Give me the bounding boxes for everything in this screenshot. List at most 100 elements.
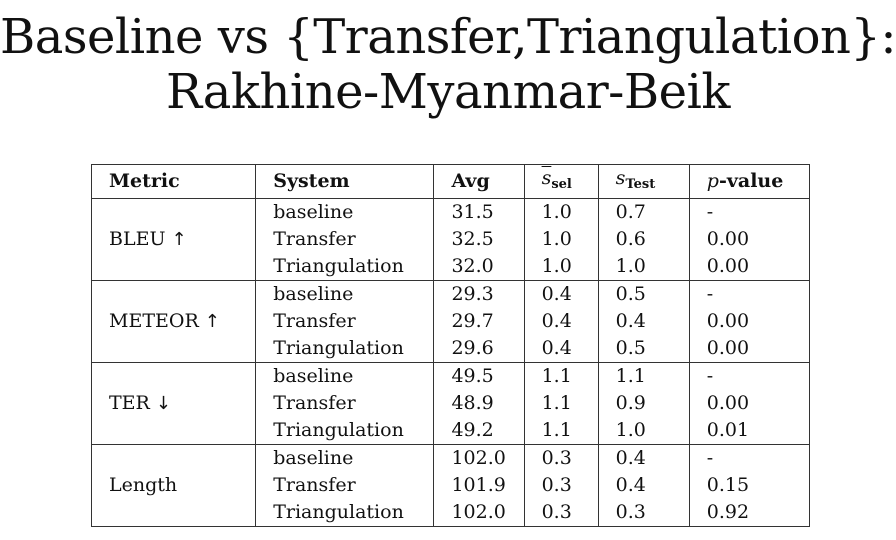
metric-name: Length [109, 474, 178, 496]
s-test-cell: 0.4 [597, 308, 690, 335]
table-row: Triangulation 32.0 1.0 1.0 0.00 [92, 253, 811, 281]
s-test-cell: 0.3 [597, 499, 690, 527]
s-sel-cell: 0.3 [523, 499, 599, 527]
results-table: Metric System Avg ssel sTest p-value BLE… [90, 164, 811, 527]
p-value-cell: - [688, 198, 811, 226]
s-sel-cell: 0.4 [523, 308, 599, 335]
s-sel-cell: 0.3 [523, 472, 599, 499]
p-value-cell: - [688, 362, 811, 390]
s-sel-cell: 1.1 [523, 390, 599, 417]
page-title: Baseline vs {Transfer,Triangulation}: Ra… [0, 10, 896, 120]
p-value-cell: 0.01 [688, 417, 811, 445]
metric-cell: TER ↓ [90, 362, 257, 445]
header-p-rest: -value [718, 170, 784, 192]
avg-cell: 49.2 [433, 417, 525, 445]
system-cell: Transfer [255, 472, 435, 499]
avg-cell: 32.5 [433, 226, 525, 253]
arrow-down-icon: ↓ [155, 393, 171, 414]
table-row: Transfer 101.9 0.3 0.4 0.15 [92, 472, 811, 499]
s-test-cell: 0.7 [597, 198, 690, 226]
metric-cell: Length [90, 444, 257, 527]
p-value-cell: 0.15 [688, 472, 811, 499]
table-row: Transfer 32.5 1.0 0.6 0.00 [92, 226, 811, 253]
avg-cell: 48.9 [433, 390, 525, 417]
table-row: Length baseline 102.0 0.3 0.4- [90, 444, 811, 527]
p-value-cell: 0.00 [688, 226, 811, 253]
metric-name: TER [109, 392, 150, 414]
p-value-cell: 0.00 [688, 390, 811, 417]
s-test-cell: 0.9 [597, 390, 690, 417]
header-s-sel: ssel [523, 164, 599, 199]
s-sel-cell: 0.3 [523, 444, 599, 472]
table-row: Triangulation 49.2 1.1 1.0 0.01 [92, 417, 811, 445]
system-cell: baseline [255, 444, 435, 472]
avg-cell: 29.7 [433, 308, 525, 335]
arrow-up-icon: ↑ [171, 229, 187, 250]
p-value-cell: - [688, 280, 811, 308]
metric-name: METEOR [109, 310, 199, 332]
header-s-test: sTest [597, 164, 690, 199]
avg-cell: 102.0 [433, 499, 525, 527]
table-row: Triangulation 102.0 0.3 0.3 0.92 [92, 499, 811, 527]
avg-cell: 29.3 [433, 280, 525, 308]
p-value-cell: 0.00 [688, 253, 811, 281]
table-row: Triangulation 29.6 0.4 0.5 0.00 [92, 335, 811, 363]
system-cell: Triangulation [255, 335, 435, 363]
table-row: TER ↓ baseline 49.5 1.1 1.1- [90, 362, 811, 445]
system-cell: Transfer [255, 226, 435, 253]
s-test-cell: 1.1 [597, 362, 690, 390]
s-test-cell: 0.4 [597, 444, 690, 472]
table-row: BLEU ↑ baseline 31.5 1.0 0.7- [90, 198, 811, 281]
s-sel-cell: 1.1 [523, 417, 599, 445]
avg-cell: 31.5 [433, 198, 525, 226]
table-row: METEOR ↑ baseline 29.3 0.4 0.5- [90, 280, 811, 363]
avg-cell: 29.6 [433, 335, 525, 363]
table-header-row: Metric System Avg ssel sTest p-value [90, 164, 811, 199]
header-s-test-subscript: Test [625, 177, 656, 192]
system-cell: Transfer [255, 390, 435, 417]
arrow-up-icon: ↑ [204, 311, 220, 332]
s-test-cell: 0.6 [597, 226, 690, 253]
header-s-sel-symbol: s [541, 167, 552, 189]
system-cell: baseline [255, 280, 435, 308]
metric-name: BLEU [109, 228, 166, 250]
header-p-value: p-value [688, 164, 811, 199]
metric-cell: BLEU ↑ [90, 198, 257, 281]
avg-cell: 102.0 [433, 444, 525, 472]
s-test-cell: 0.5 [597, 335, 690, 363]
s-sel-cell: 1.1 [523, 362, 599, 390]
s-test-cell: 0.4 [597, 472, 690, 499]
avg-cell: 101.9 [433, 472, 525, 499]
header-p-symbol: p [706, 170, 719, 192]
table-row: Transfer 29.7 0.4 0.4 0.00 [92, 308, 811, 335]
p-value-cell: 0.92 [688, 499, 811, 527]
header-metric: Metric [90, 164, 257, 199]
p-value-cell: - [688, 444, 811, 472]
system-cell: Triangulation [255, 417, 435, 445]
header-system: System [255, 164, 435, 199]
metric-cell: METEOR ↑ [90, 280, 257, 363]
system-cell: baseline [255, 362, 435, 390]
s-sel-cell: 1.0 [523, 226, 599, 253]
header-s-sel-subscript: sel [551, 177, 572, 192]
system-cell: Triangulation [255, 499, 435, 527]
system-cell: baseline [255, 198, 435, 226]
table-row: Transfer 48.9 1.1 0.9 0.00 [92, 390, 811, 417]
table-body: BLEU ↑ baseline 31.5 1.0 0.7- Transfer 32.5 1.0… [90, 198, 811, 527]
avg-cell: 32.0 [433, 253, 525, 281]
s-sel-cell: 1.0 [523, 198, 599, 226]
header-avg: Avg [433, 164, 525, 199]
s-test-cell: 1.0 [597, 253, 690, 281]
p-value-cell: 0.00 [688, 335, 811, 363]
s-sel-cell: 0.4 [523, 280, 599, 308]
s-sel-cell: 1.0 [523, 253, 599, 281]
header-s-test-symbol: s [615, 167, 626, 189]
s-sel-cell: 0.4 [523, 335, 599, 363]
s-test-cell: 1.0 [597, 417, 690, 445]
title-line-2: Rakhine-Myanmar-Beik [166, 64, 730, 120]
system-cell: Transfer [255, 308, 435, 335]
system-cell: Triangulation [255, 253, 435, 281]
s-test-cell: 0.5 [597, 280, 690, 308]
p-value-cell: 0.00 [688, 308, 811, 335]
title-line-1: Baseline vs {Transfer,Triangulation}: [0, 9, 896, 65]
